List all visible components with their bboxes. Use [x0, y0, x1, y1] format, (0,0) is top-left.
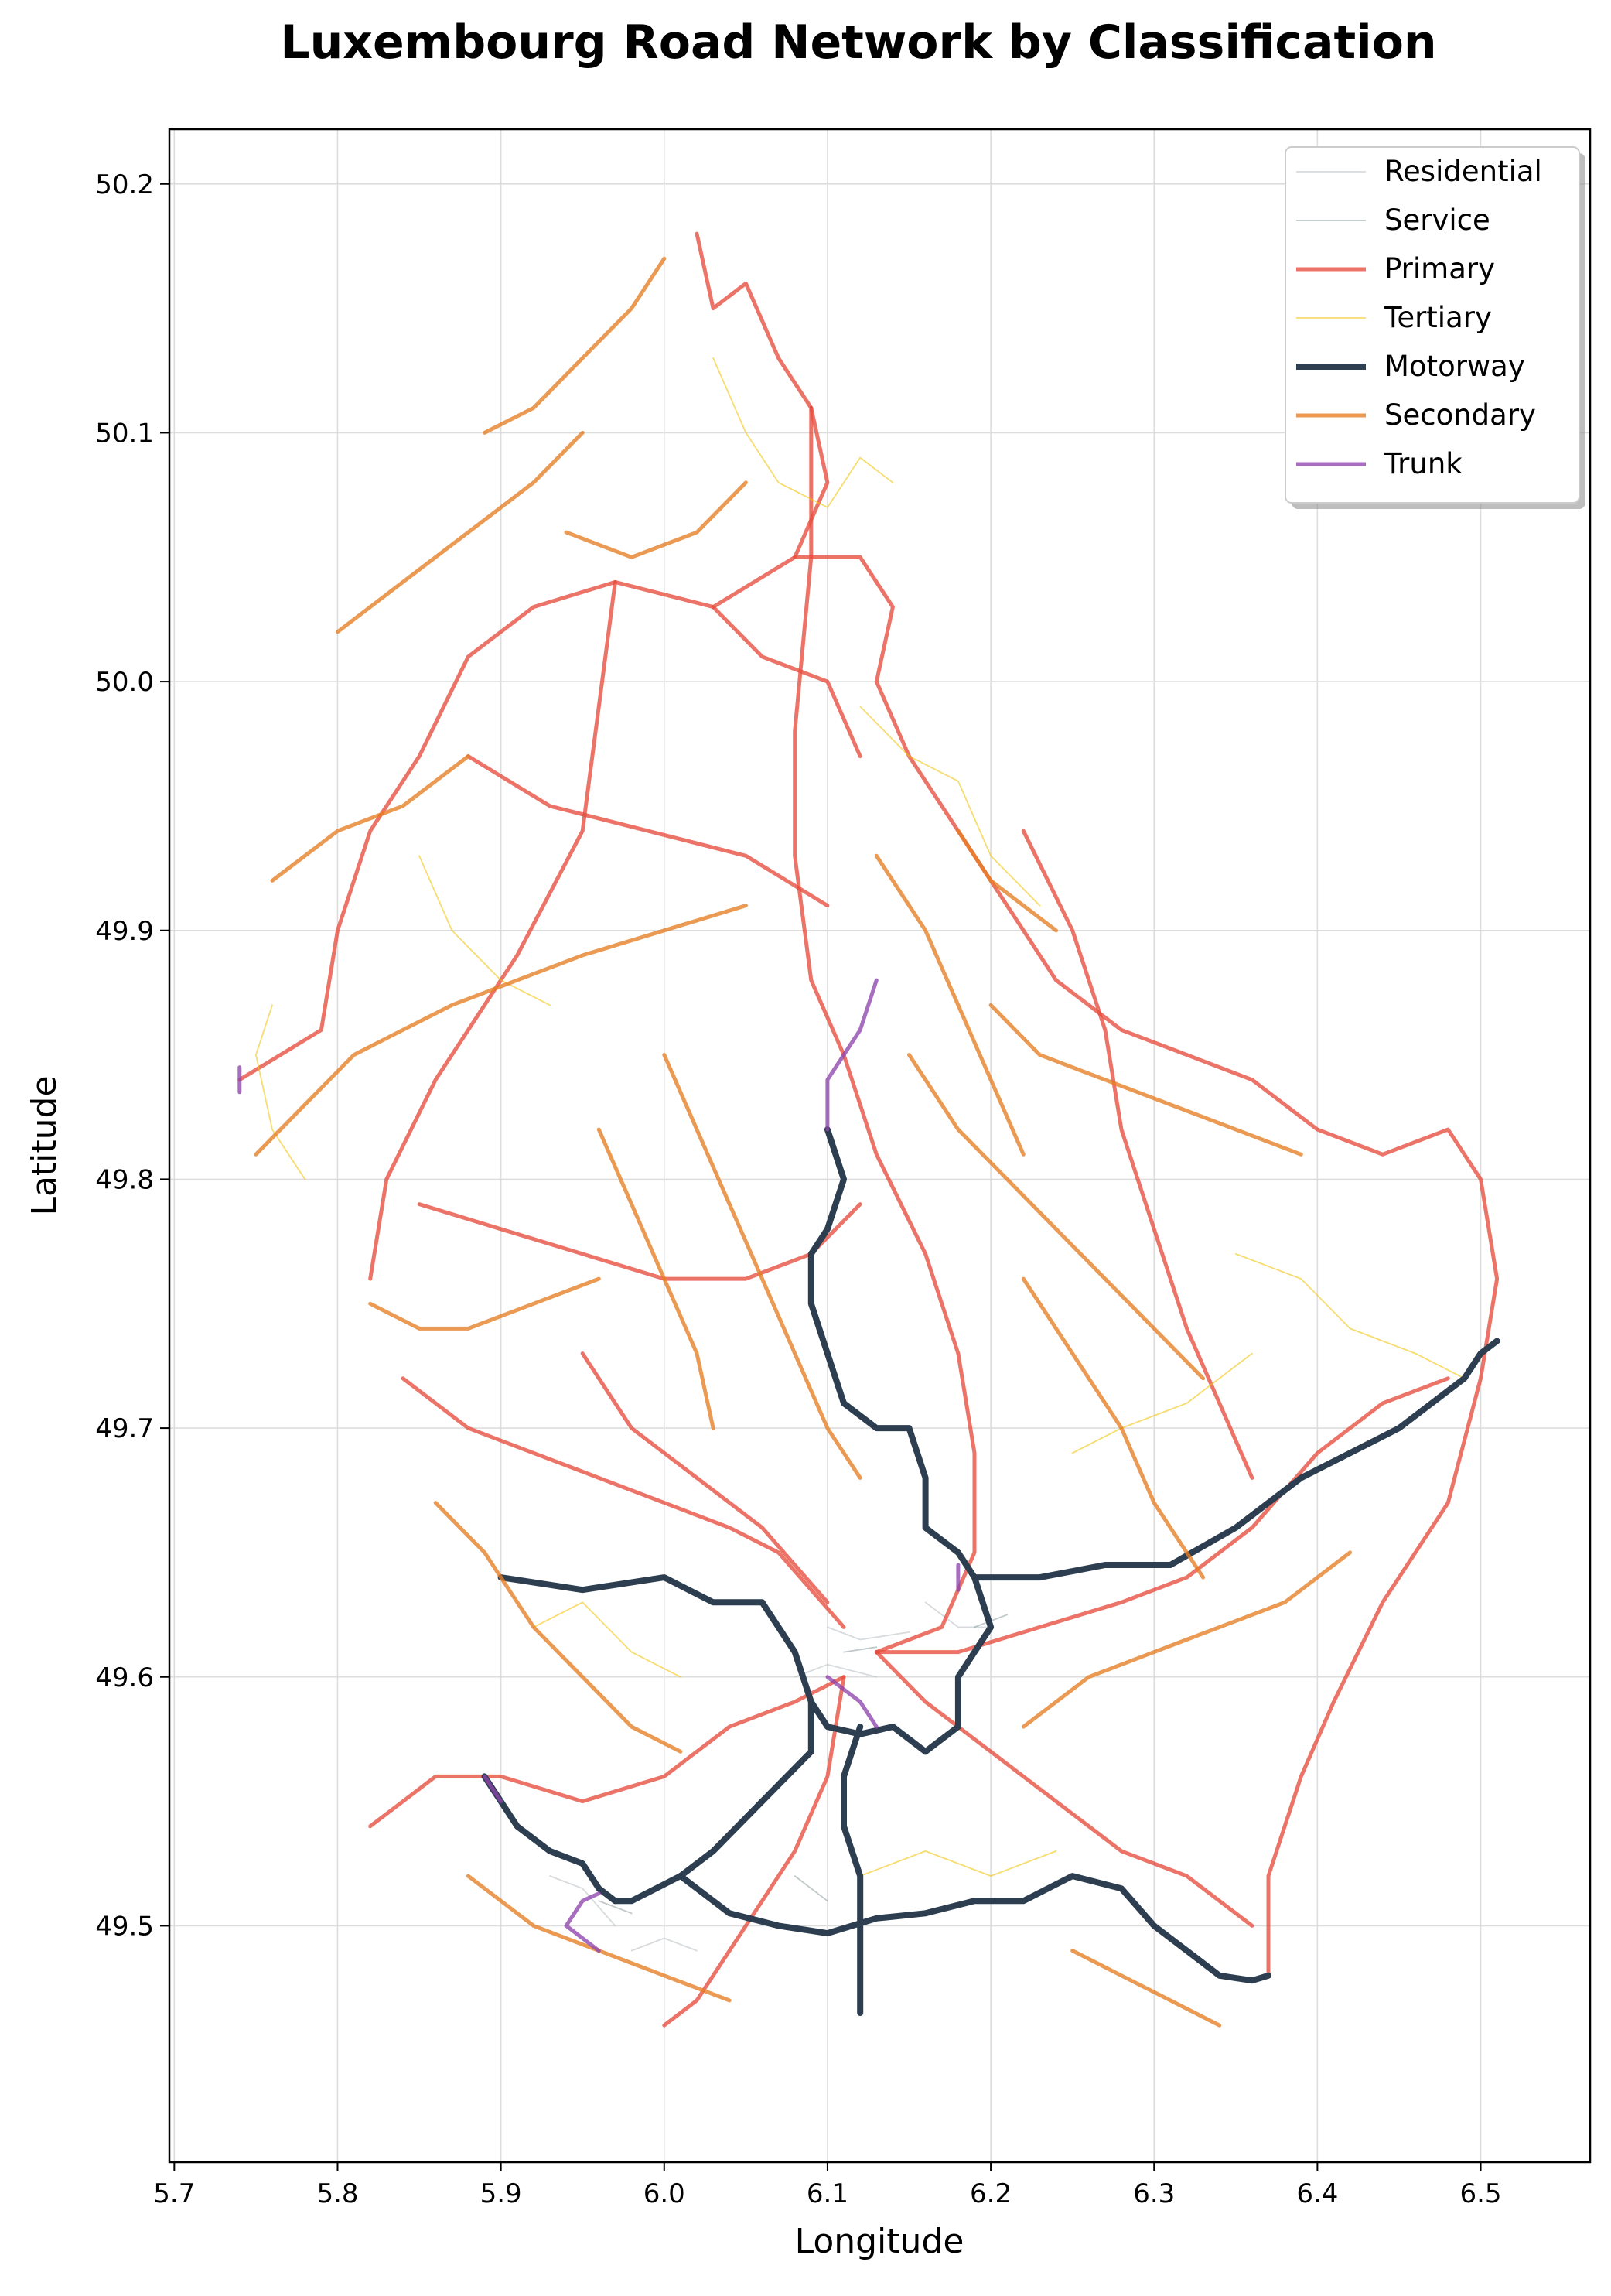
- legend-label-primary: Primary: [1384, 252, 1495, 285]
- secondary-road: [662, 1053, 862, 1480]
- primary-road: [1021, 829, 1254, 1480]
- residential-road: [794, 1663, 878, 1678]
- tertiary-road: [255, 1004, 306, 1180]
- motorway-road: [841, 1724, 864, 2016]
- trunk-road: [483, 1774, 503, 1804]
- secondary-road: [368, 1276, 601, 1331]
- motorway-road: [481, 1773, 619, 1905]
- x-tick-label: 5.7: [153, 2178, 195, 2209]
- motorway-road: [497, 1574, 896, 1737]
- tertiary-road: [1071, 1352, 1253, 1454]
- secondary-road: [956, 829, 1058, 933]
- primary-road: [874, 1376, 1450, 1655]
- y-tick-label: 49.8: [95, 1164, 154, 1195]
- legend-label-residential: Residential: [1384, 155, 1542, 188]
- x-tick-label: 5.8: [316, 2178, 358, 2209]
- x-tick-label: 6.1: [807, 2178, 848, 2209]
- tertiary-road: [859, 1850, 1057, 1877]
- primary-road: [368, 1675, 846, 1829]
- series-residential: [549, 1601, 992, 1952]
- motorway-road: [971, 1338, 1500, 1581]
- primary-road: [466, 754, 830, 908]
- legend-label-secondary: Secondary: [1384, 398, 1536, 432]
- secondary-road: [270, 754, 470, 883]
- primary-road: [368, 579, 617, 1281]
- service-road: [598, 1900, 633, 1915]
- service-road: [843, 1646, 878, 1653]
- residential-road: [630, 1937, 698, 1952]
- secondary-road: [564, 480, 748, 559]
- x-tick-label: 6.3: [1133, 2178, 1175, 2209]
- primary-road: [874, 1650, 1254, 1928]
- series-tertiary: [255, 357, 1466, 1877]
- x-tick-label: 6.5: [1459, 2178, 1501, 2209]
- primary-road: [662, 1675, 846, 2028]
- tertiary-road: [418, 855, 551, 1006]
- residential-road: [924, 1601, 992, 1628]
- primary-road: [580, 1351, 830, 1604]
- y-tick-label: 50.2: [95, 169, 154, 200]
- secondary-road: [1021, 1276, 1206, 1580]
- y-tick-label: 50.1: [95, 418, 154, 449]
- primary-road: [711, 605, 862, 759]
- secondary-road: [336, 430, 585, 634]
- y-axis-ticks: 49.5 49.6 49.7 49.8 49.9 50.0 50.1 50.2: [95, 169, 169, 1942]
- secondary-road: [433, 1501, 683, 1754]
- y-tick-label: 50.0: [95, 667, 154, 698]
- primary-road: [237, 231, 830, 1082]
- tertiary-road: [1234, 1253, 1466, 1379]
- residential-road: [827, 1626, 910, 1641]
- series-primary: [237, 231, 1500, 2028]
- tertiary-road: [533, 1601, 681, 1678]
- secondary-road: [988, 1003, 1303, 1157]
- trunk-road: [825, 978, 879, 1132]
- motorway-road: [612, 1698, 814, 1905]
- secondary-road: [1021, 1550, 1353, 1729]
- series-motorway: [481, 1126, 1500, 2016]
- secondary-road: [874, 853, 1026, 1157]
- secondary-road: [254, 904, 748, 1157]
- y-tick-label: 49.6: [95, 1662, 154, 1693]
- legend-label-motorway: Motorway: [1384, 350, 1525, 383]
- tertiary-road: [859, 706, 1041, 907]
- primary-road: [793, 555, 1500, 1978]
- y-axis-label: Latitude: [25, 1075, 64, 1215]
- trunk-road: [564, 1891, 601, 1953]
- primary-road: [793, 405, 977, 1655]
- trunk-road: [825, 1675, 879, 1729]
- legend-label-trunk: Trunk: [1384, 447, 1463, 480]
- primary-road: [401, 1376, 846, 1629]
- secondary-road: [1070, 1949, 1222, 2028]
- residential-road: [549, 1875, 616, 1927]
- service-road: [794, 1875, 828, 1902]
- chart-title: Luxembourg Road Network by Classificatio…: [280, 15, 1436, 70]
- secondary-road: [483, 256, 667, 435]
- y-tick-label: 49.7: [95, 1413, 154, 1444]
- x-tick-label: 6.2: [970, 2178, 1012, 2209]
- motorway-road: [807, 1126, 995, 1755]
- motorway-road: [677, 1873, 1271, 1984]
- road-network: [237, 231, 1500, 2028]
- tertiary-road: [712, 357, 894, 508]
- y-tick-label: 49.5: [95, 1911, 154, 1942]
- series-secondary: [254, 256, 1353, 2028]
- legend: Residential Service Primary Tertiary Motorwa…: [1285, 146, 1585, 509]
- secondary-road: [596, 1127, 715, 1430]
- secondary-road: [907, 1053, 1206, 1381]
- y-tick-label: 49.9: [95, 916, 154, 947]
- series-trunk: [237, 978, 961, 1953]
- legend-label-service: Service: [1384, 203, 1490, 237]
- x-axis-label: Longitude: [795, 2222, 964, 2261]
- plot-frame: [168, 128, 1592, 2164]
- legend-label-tertiary: Tertiary: [1384, 301, 1492, 334]
- x-axis-ticks: 5.7 5.8 5.9 6.0 6.1 6.2 6.3 6.4 6.5: [153, 2162, 1502, 2209]
- x-tick-label: 6.4: [1296, 2178, 1338, 2209]
- x-tick-label: 6.0: [643, 2178, 685, 2209]
- x-tick-label: 5.9: [480, 2178, 522, 2209]
